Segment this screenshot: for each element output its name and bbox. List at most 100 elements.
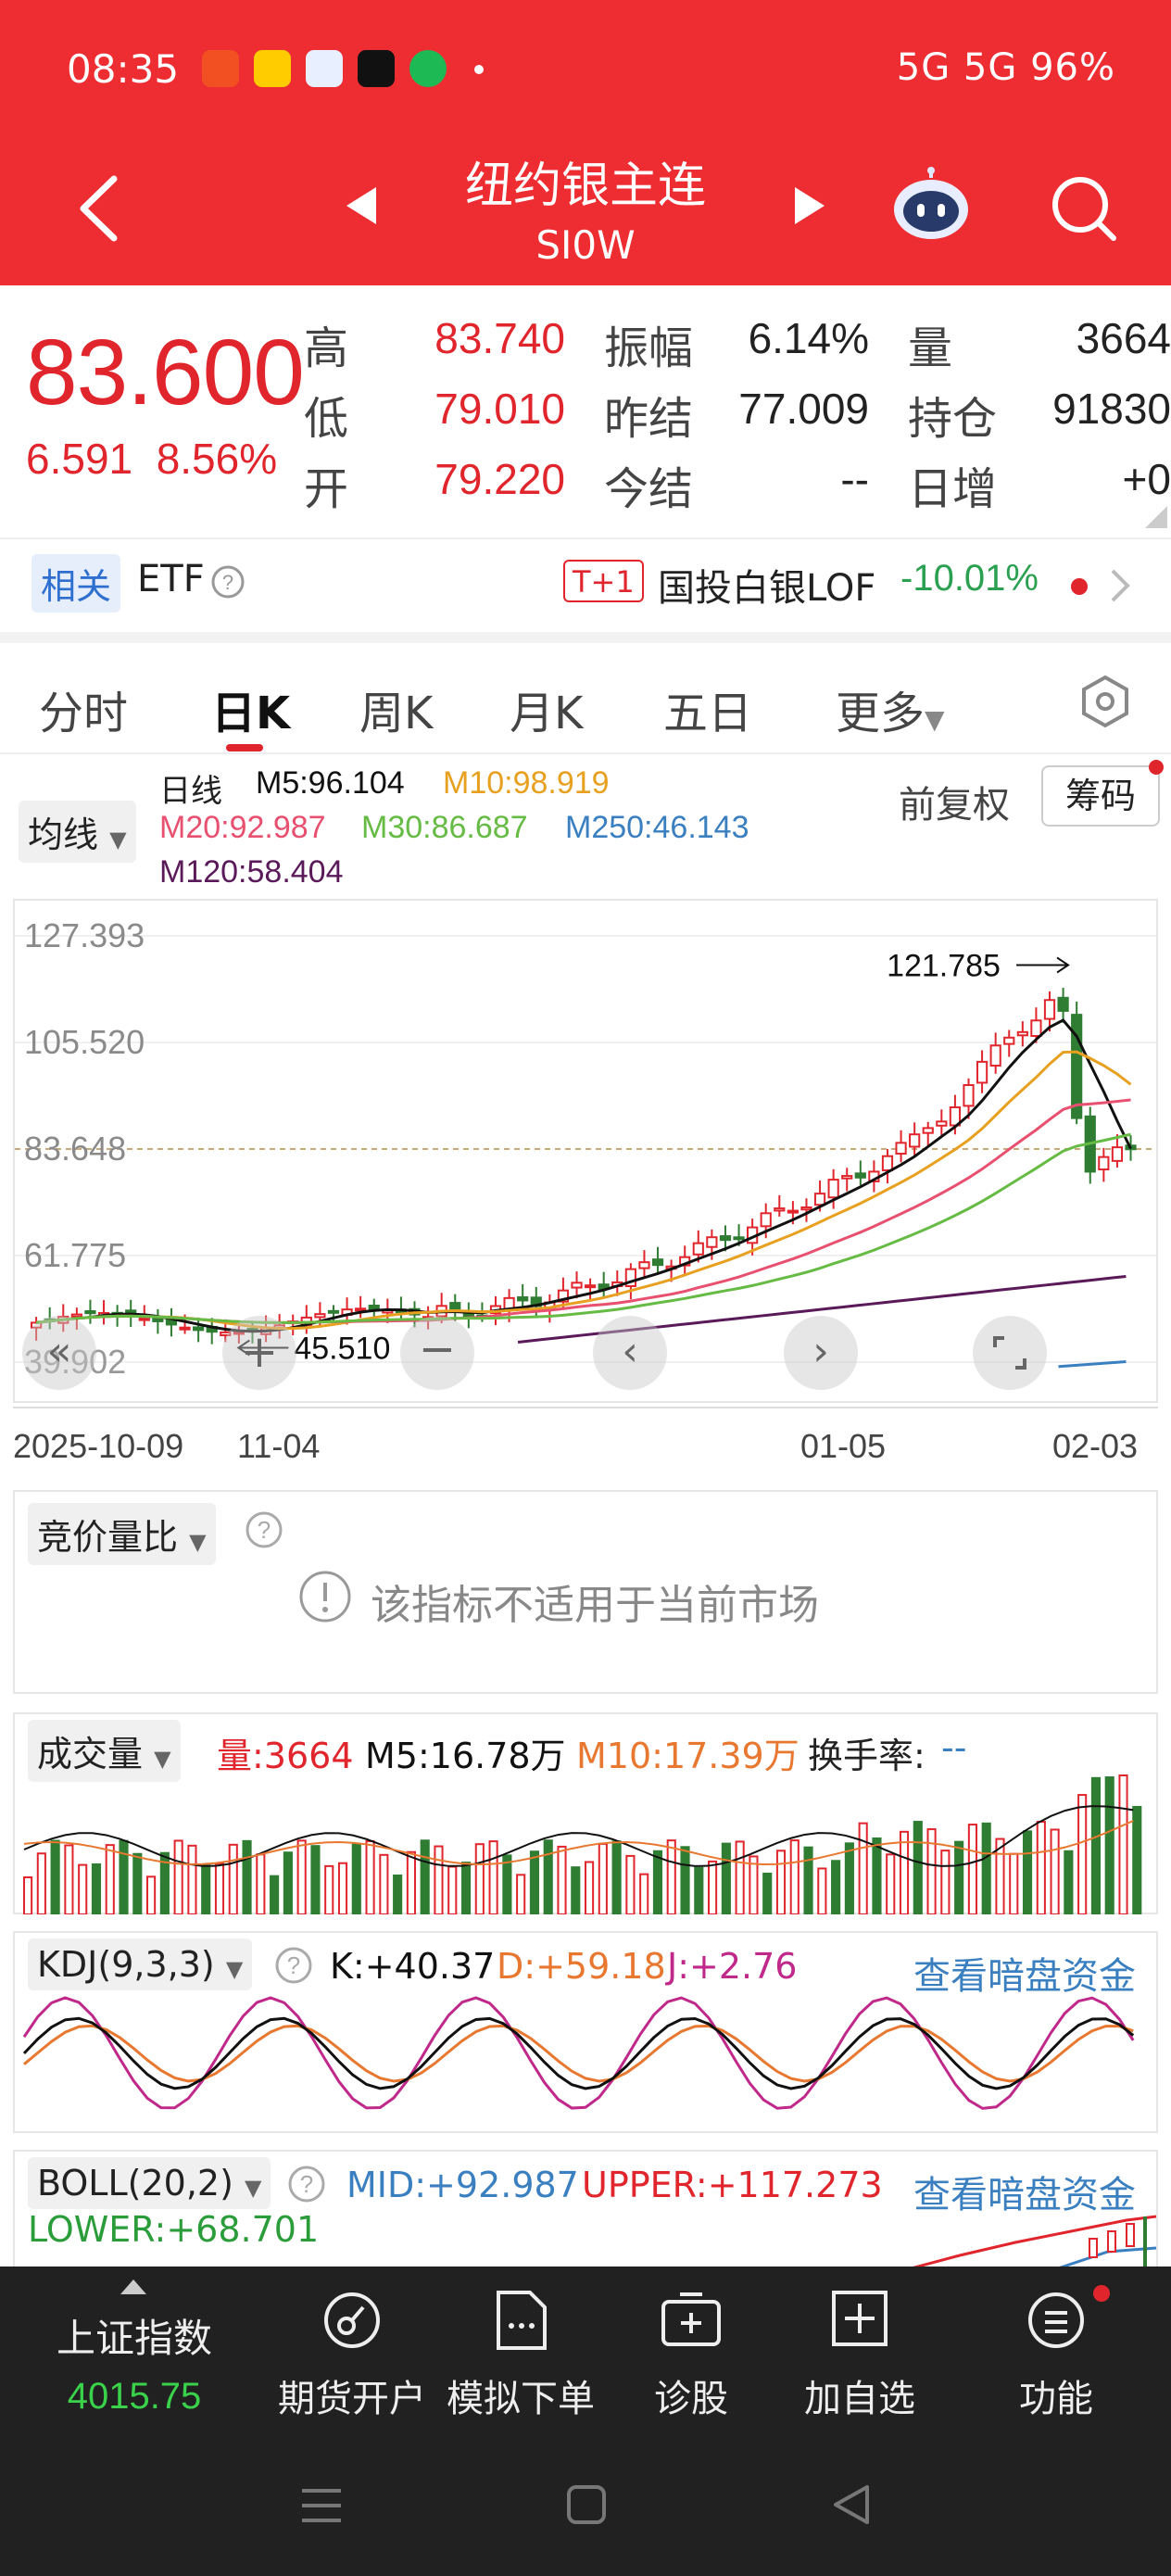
- back-nav-icon[interactable]: [830, 2483, 873, 2526]
- help-icon[interactable]: ?: [211, 565, 245, 599]
- help-icon[interactable]: ?: [274, 1946, 313, 1985]
- corner-expand-icon[interactable]: [1145, 506, 1167, 528]
- app-notification-icon: [202, 50, 239, 87]
- divider: [0, 537, 1171, 539]
- boll-mid-value: MID:+92.987: [346, 2165, 579, 2205]
- caret-down-icon: ▼: [109, 827, 127, 852]
- info-icon: [299, 1571, 351, 1623]
- recent-apps-icon[interactable]: [298, 2485, 345, 2526]
- caret-down-icon: ▼: [225, 1956, 244, 1982]
- candle-body: [963, 1084, 975, 1107]
- dark-pool-link[interactable]: 查看暗盘资金: [913, 2174, 1136, 2216]
- volume-bar: [214, 1863, 225, 1914]
- volume-bar: [187, 1844, 197, 1914]
- volume-selector[interactable]: 成交量 ▼: [28, 1720, 181, 1782]
- low-arrowhead: [236, 1339, 250, 1357]
- candle-body: [517, 1296, 529, 1302]
- candle-body: [976, 1060, 988, 1084]
- t-plus-one-badge: T+1: [563, 560, 644, 602]
- volume-bar: [283, 1851, 293, 1914]
- nav-functions[interactable]: 功能: [1019, 2378, 1093, 2420]
- rewind-icon[interactable]: «: [22, 1316, 96, 1390]
- zoom-out-icon[interactable]: −: [400, 1316, 474, 1390]
- tab-weekly-k[interactable]: 周K: [359, 688, 434, 739]
- back-icon[interactable]: [72, 171, 128, 246]
- volume-bar: [1104, 1776, 1114, 1914]
- kdj-j-value: J:+2.76: [667, 1946, 798, 1987]
- candle-body: [881, 1155, 894, 1171]
- candle-body: [922, 1127, 934, 1134]
- volume-chart[interactable]: [15, 1755, 1156, 1914]
- stock-diagnosis-icon[interactable]: [658, 2289, 724, 2352]
- volume-bar: [789, 1839, 800, 1914]
- boll-chart[interactable]: [904, 2207, 1156, 2268]
- menu-icon[interactable]: [1025, 2289, 1088, 2352]
- low-annotation: 45.510: [294, 1332, 390, 1367]
- prev-contract-icon[interactable]: [345, 185, 378, 226]
- kdj-selector[interactable]: KDJ(9,3,3) ▼: [28, 1938, 253, 1990]
- scroll-left-icon[interactable]: ‹: [593, 1316, 667, 1390]
- chevron-right-icon[interactable]: [1108, 567, 1132, 604]
- simulated-order-icon[interactable]: [491, 2289, 550, 2352]
- help-icon[interactable]: ?: [245, 1510, 283, 1549]
- kline-chart[interactable]: 127.393 105.520 83.648 61.775 39.902 121.785 4…: [13, 899, 1158, 1403]
- tab-daily-k[interactable]: 日K: [211, 688, 291, 739]
- label-open: 开: [304, 463, 349, 515]
- help-icon[interactable]: ?: [287, 2165, 326, 2203]
- candle-body: [813, 1193, 826, 1206]
- volume-bar: [817, 1867, 827, 1914]
- futures-account-icon[interactable]: [321, 2289, 384, 2352]
- candle-body: [179, 1326, 191, 1331]
- tab-intraday[interactable]: 分时: [39, 688, 129, 739]
- index-name[interactable]: 上证指数: [56, 2316, 212, 2361]
- fullscreen-icon[interactable]: [973, 1316, 1047, 1390]
- search-icon[interactable]: [1047, 171, 1121, 246]
- volume-bar: [652, 1850, 663, 1914]
- volume-bar: [1118, 1774, 1128, 1914]
- zoom-in-icon[interactable]: +: [222, 1316, 296, 1390]
- ma-selector[interactable]: 均线 ▼: [19, 801, 136, 863]
- candle-body: [624, 1268, 636, 1287]
- volume-bar: [666, 1839, 676, 1914]
- related-etf-row[interactable]: 相关 ETF ? T+1 国投白银LOF -10.01%: [0, 539, 1171, 632]
- candle-body: [1003, 1036, 1015, 1045]
- dark-pool-link[interactable]: 查看暗盘资金: [913, 1955, 1136, 1998]
- boll-selector[interactable]: BOLL(20,2) ▼: [28, 2157, 271, 2209]
- scroll-right-icon[interactable]: ›: [784, 1316, 858, 1390]
- top-bar: 08:35 5G 5G 96% 纽约银主连 SI0W: [0, 0, 1171, 285]
- volume-bar: [365, 1839, 375, 1914]
- volume-bar: [406, 1850, 416, 1914]
- kdj-chart[interactable]: [15, 1989, 1156, 2133]
- alert-dot: [1071, 578, 1088, 595]
- volume-bar: [474, 1843, 485, 1914]
- tab-more[interactable]: 更多▼: [836, 676, 945, 741]
- candle-body: [989, 1044, 1001, 1067]
- kdj-panel: KDJ(9,3,3) ▼ ? K:+40.37 D:+59.18 J:+2.76…: [13, 1931, 1158, 2133]
- nav-futures-account[interactable]: 期货开户: [278, 2378, 426, 2420]
- volume-bar: [173, 1839, 183, 1914]
- caret-up-icon[interactable]: [119, 2278, 148, 2296]
- adjust-mode[interactable]: 前复权: [899, 784, 1010, 827]
- nav-simulated-order[interactable]: 模拟下单: [447, 2378, 595, 2420]
- candle-body: [193, 1326, 205, 1332]
- volume-m10: M10:17.39万: [576, 1736, 800, 1776]
- home-icon[interactable]: [565, 2483, 608, 2526]
- auction-selector[interactable]: 竞价量比 ▼: [28, 1503, 216, 1565]
- boll-upper-value: UPPER:+117.273: [582, 2165, 883, 2205]
- volume-bar: [967, 1824, 977, 1914]
- not-applicable-message: 该指标不适用于当前市场: [371, 1582, 819, 1629]
- tab-monthly-k[interactable]: 月K: [510, 688, 584, 739]
- tab-five-day[interactable]: 五日: [663, 688, 753, 739]
- chips-button[interactable]: 筹码: [1041, 765, 1160, 827]
- next-contract-icon[interactable]: [793, 185, 826, 226]
- nav-stock-diagnosis[interactable]: 诊股: [654, 2378, 728, 2420]
- candle-body: [314, 1313, 326, 1319]
- y-axis-label: 61.775: [24, 1236, 126, 1274]
- add-watchlist-icon[interactable]: [830, 2289, 889, 2348]
- candle-body: [1043, 999, 1056, 1020]
- app-notification-icon: [254, 50, 291, 87]
- settings-icon[interactable]: [1078, 675, 1132, 728]
- nav-add-watchlist[interactable]: 加自选: [804, 2378, 915, 2420]
- robot-assistant-icon[interactable]: [889, 167, 973, 241]
- value-open: 79.220: [434, 455, 565, 503]
